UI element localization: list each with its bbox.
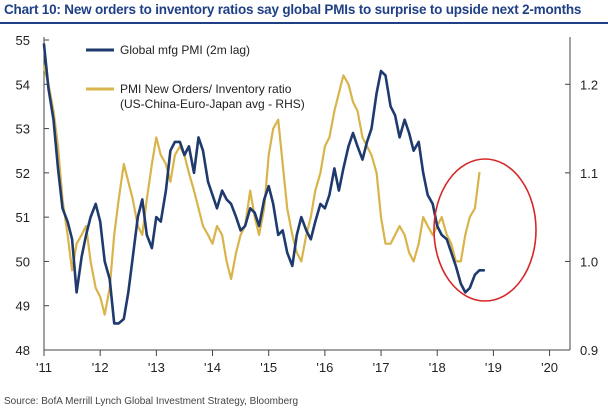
y-left-tick-label: 55 bbox=[16, 33, 30, 48]
y-left-tick-label: 50 bbox=[16, 254, 30, 269]
x-tick-label: '15 bbox=[260, 360, 277, 375]
y-right-tick-label: 1.1 bbox=[580, 166, 598, 181]
y-left-tick-label: 49 bbox=[16, 299, 30, 314]
legend-label-ratio-1: PMI New Orders/ Inventory ratio bbox=[120, 82, 292, 96]
source-note: Source: BofA Merrill Lynch Global Invest… bbox=[4, 396, 299, 407]
legend-label-pmi: Global mfg PMI (2m lag) bbox=[120, 43, 250, 57]
chart-title: Chart 10: New orders to inventory ratios… bbox=[4, 2, 582, 17]
x-tick-label: '14 bbox=[204, 360, 221, 375]
x-tick-label: '12 bbox=[92, 360, 109, 375]
y-right-tick-label: 1.2 bbox=[580, 77, 598, 92]
x-tick-label: '20 bbox=[541, 360, 558, 375]
y-left-tick-label: 53 bbox=[16, 122, 30, 137]
x-tick-label: '13 bbox=[148, 360, 165, 375]
y-right-tick-label: 0.9 bbox=[580, 343, 598, 358]
y-left-tick-label: 52 bbox=[16, 166, 30, 181]
x-tick-label: '18 bbox=[429, 360, 446, 375]
axes-group: 48 49 50 51 52 53 54 55 0.9 1.0 1.1 1.2 '11 '12 '13 '14… bbox=[16, 33, 599, 375]
y-left-tick-label: 51 bbox=[16, 210, 30, 225]
highlight-circle bbox=[433, 158, 537, 302]
x-tick-label: '16 bbox=[316, 360, 333, 375]
y-right-tick-label: 1.0 bbox=[580, 254, 598, 269]
legend: Global mfg PMI (2m lag) PMI New Orders/ … bbox=[86, 43, 305, 111]
title-rule bbox=[0, 22, 608, 24]
x-tick-label: '11 bbox=[36, 360, 52, 375]
chart-plot: 48 49 50 51 52 53 54 55 0.9 1.0 1.1 1.2 '11 '12 '13 '14… bbox=[16, 33, 599, 375]
y-left-tick-label: 48 bbox=[16, 343, 30, 358]
x-tick-label: '19 bbox=[485, 360, 502, 375]
series-line-orders-inventory-ratio bbox=[42, 65, 481, 316]
series-line-global-pmi bbox=[42, 43, 486, 325]
legend-label-ratio-2: (US-China-Euro-Japan avg - RHS) bbox=[120, 97, 305, 111]
series-lines-group bbox=[42, 43, 486, 325]
y-left-tick-label: 54 bbox=[16, 77, 30, 92]
x-tick-label: '17 bbox=[373, 360, 390, 375]
